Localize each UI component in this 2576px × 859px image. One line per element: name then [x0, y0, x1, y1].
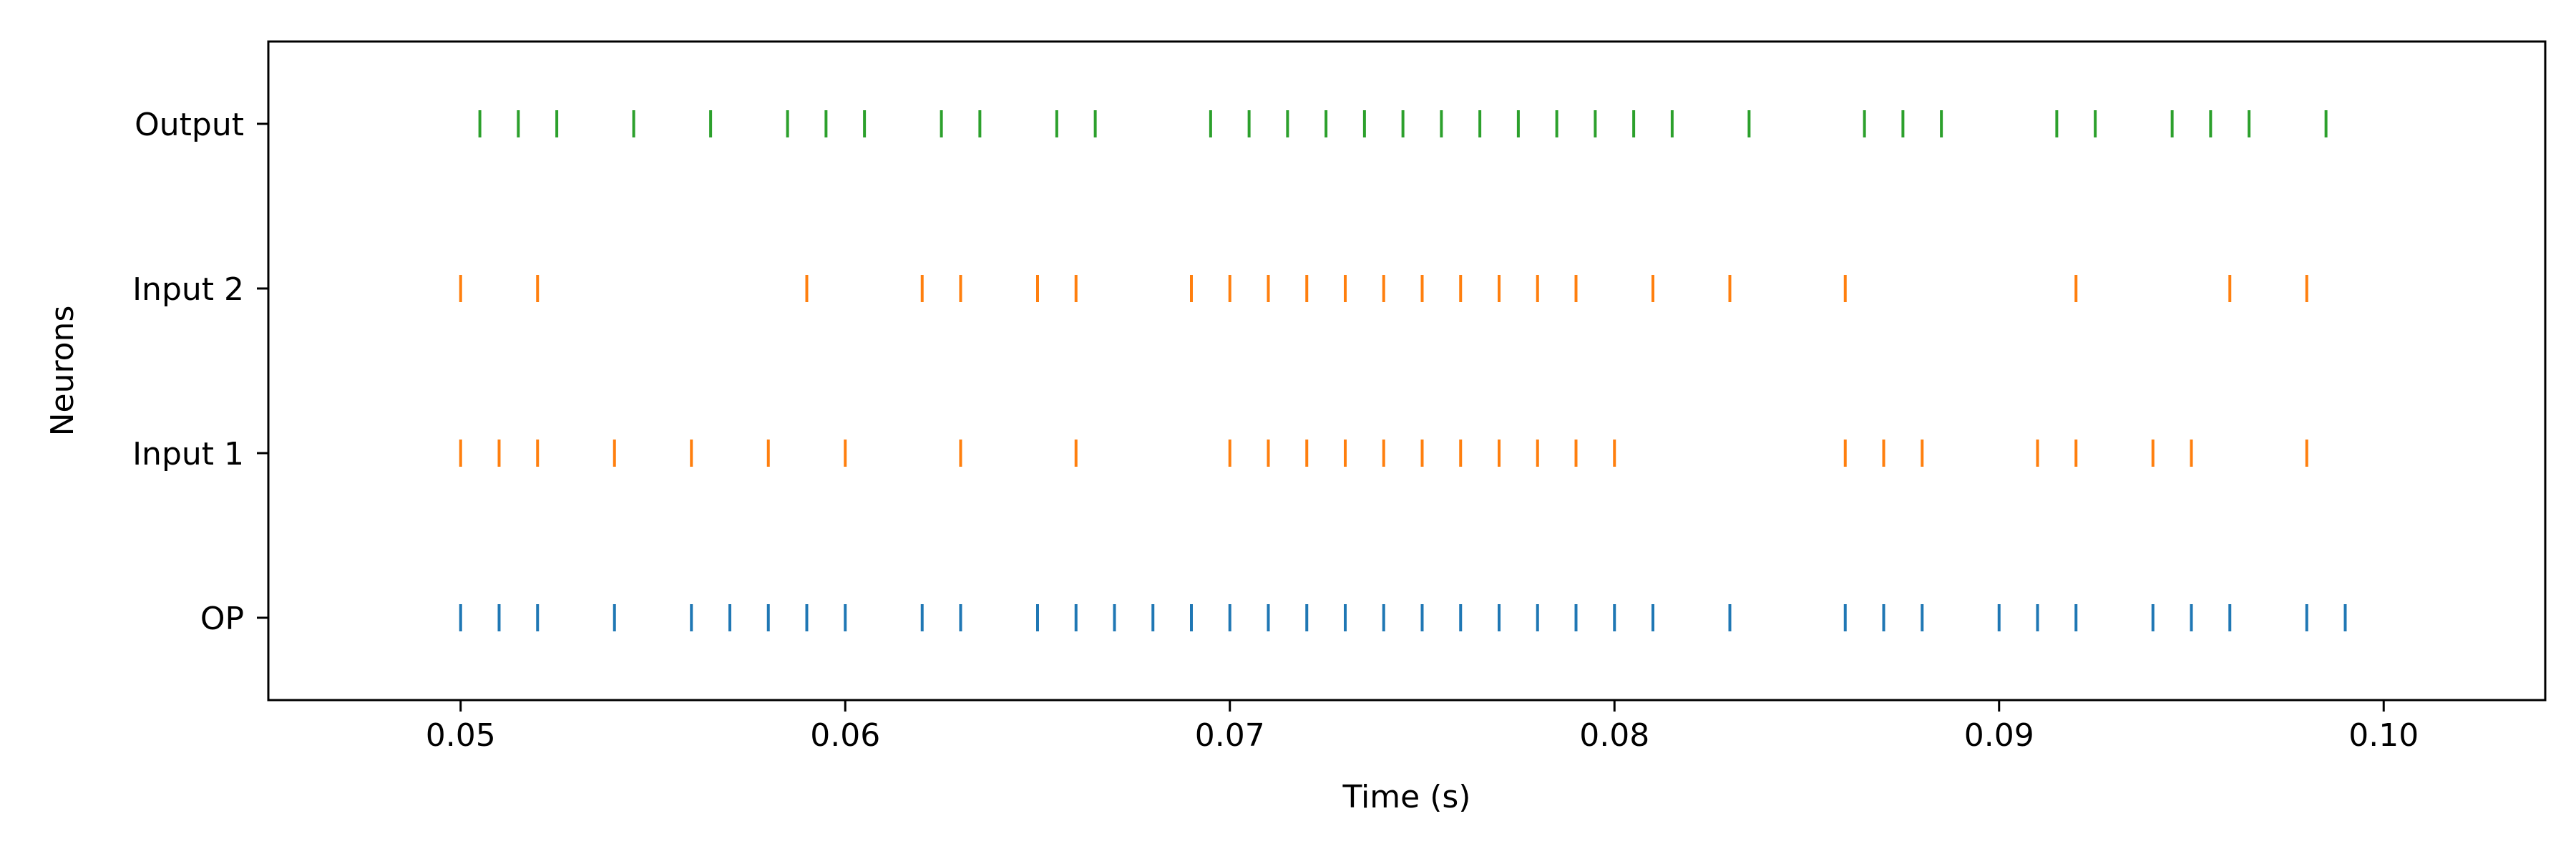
plot-frame	[267, 40, 2547, 702]
series-output	[478, 110, 2328, 137]
y-tick-label: OP	[200, 601, 244, 637]
x-tick-label: 0.06	[810, 717, 880, 754]
x-tick-label: 0.08	[1579, 717, 1649, 754]
x-axis-label: Time (s)	[1342, 779, 1471, 815]
x-tick-label: 0.09	[1964, 717, 2034, 754]
x-tick-label: 0.05	[426, 717, 496, 754]
y-tick-label: Input 1	[132, 436, 244, 472]
y-tick-label: Input 2	[132, 271, 244, 308]
y-axis-label: Neurons	[44, 306, 81, 437]
series-input-1	[459, 440, 2308, 467]
event-markers	[459, 110, 2347, 631]
y-tick-label: Output	[135, 107, 244, 143]
x-tick-label: 0.10	[2348, 717, 2419, 754]
x-tick-label: 0.07	[1195, 717, 1265, 754]
series-op	[459, 604, 2347, 631]
series-input-2	[459, 275, 2308, 302]
x-axis-ticks: 0.05 0.06 0.07 0.08 0.09 0.10	[426, 700, 2419, 754]
y-axis-ticks: OP Input 1 Input 2 Output	[132, 107, 268, 637]
